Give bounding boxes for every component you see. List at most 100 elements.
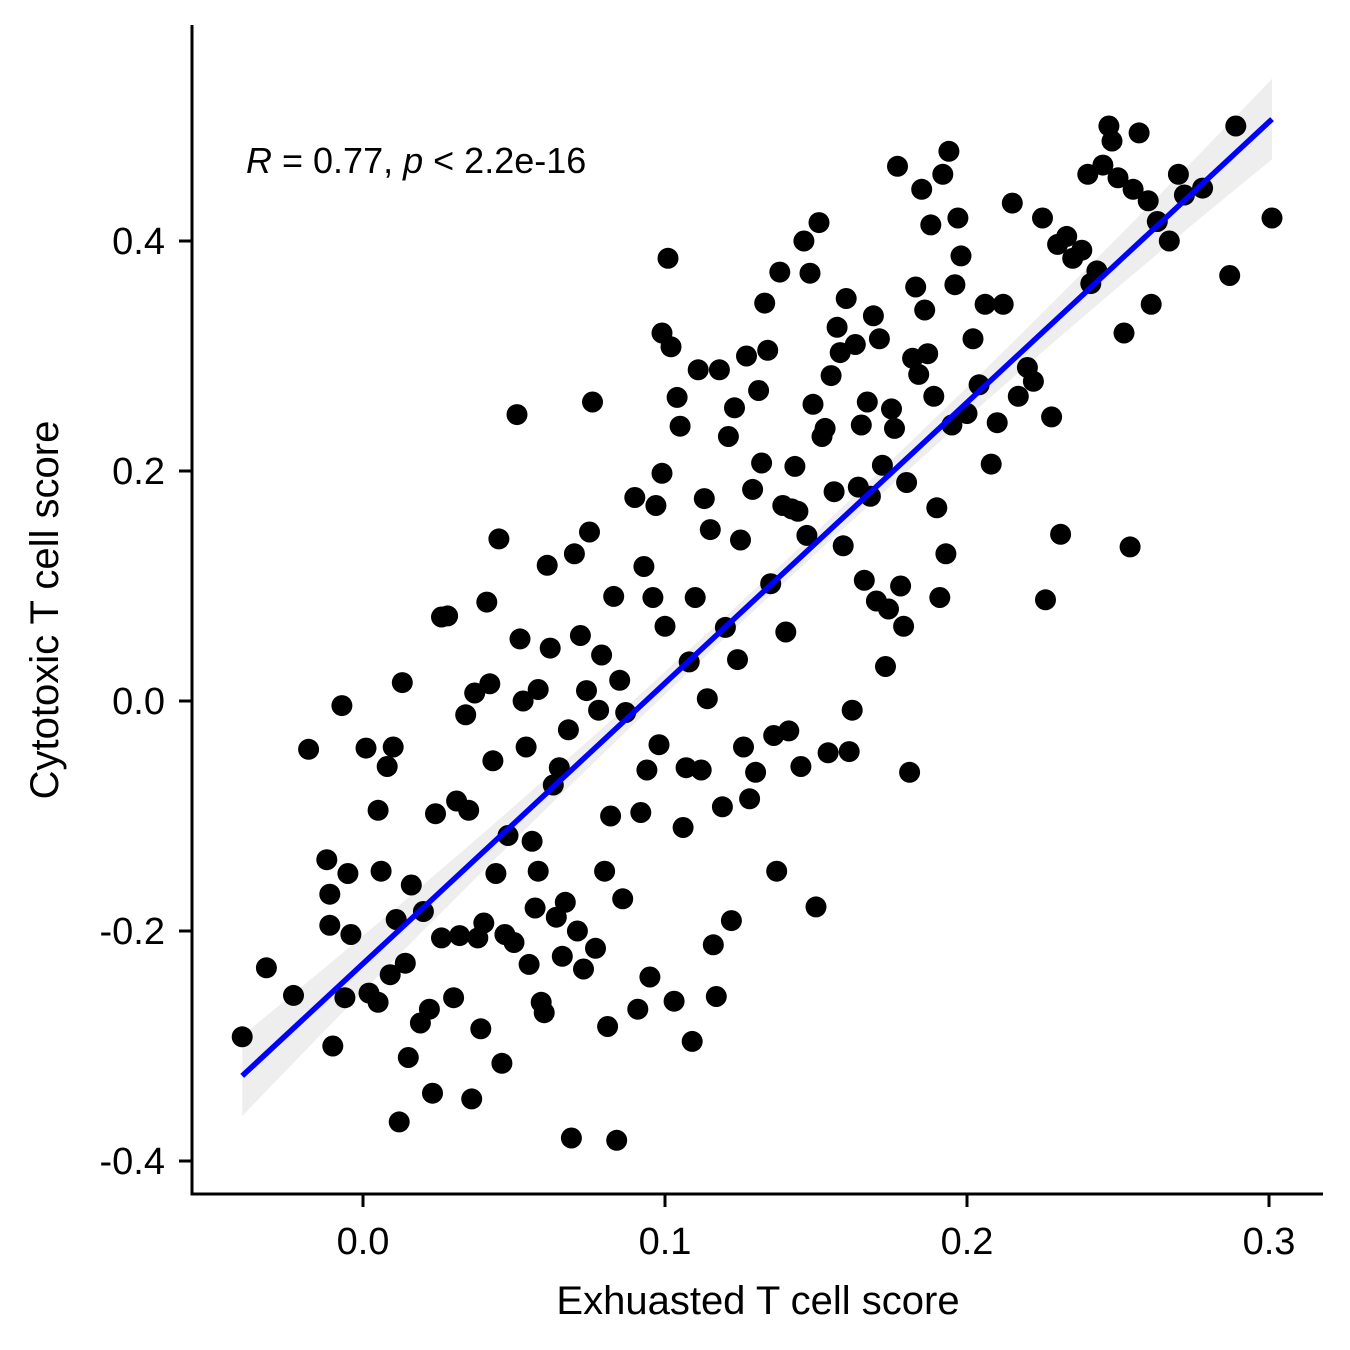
regression-line-group <box>240 117 1274 1078</box>
data-point <box>539 637 561 659</box>
data-point <box>850 414 872 436</box>
data-point <box>751 452 773 474</box>
data-point <box>745 761 767 783</box>
data-point <box>862 305 884 327</box>
data-point <box>911 178 933 200</box>
data-point <box>394 952 416 974</box>
data-point <box>1092 154 1114 176</box>
data-point <box>566 920 588 942</box>
data-point <box>527 679 549 700</box>
data-point <box>391 672 413 694</box>
data-point <box>231 1026 253 1048</box>
data-point <box>443 987 465 1009</box>
data-point <box>914 299 936 321</box>
data-point <box>1101 130 1123 152</box>
data-point <box>1050 523 1072 545</box>
data-point <box>905 276 927 298</box>
data-point <box>573 958 594 980</box>
data-point <box>476 591 498 613</box>
data-point <box>681 1030 703 1052</box>
data-point <box>992 293 1014 315</box>
data-point <box>736 345 757 367</box>
data-point <box>1056 225 1078 247</box>
x-axis-ticks: 0.0 0.1 0.2 0.3 <box>337 1194 1296 1263</box>
data-point <box>844 334 866 355</box>
data-point <box>814 417 836 439</box>
y-tick-label: 0.2 <box>112 451 165 493</box>
data-point <box>820 365 842 387</box>
data-point <box>319 914 341 936</box>
data-point <box>340 924 362 945</box>
data-point <box>748 380 770 401</box>
data-point <box>449 925 471 947</box>
data-point <box>509 628 531 650</box>
data-point <box>422 1082 443 1104</box>
data-point <box>400 874 422 896</box>
data-point <box>585 937 606 959</box>
data-point <box>397 1047 419 1068</box>
data-point <box>733 736 754 758</box>
y-axis-title: Cytotoxic T cell score <box>23 421 67 800</box>
data-point <box>1035 589 1056 611</box>
data-point <box>835 288 857 309</box>
data-point <box>1173 184 1195 206</box>
data-point <box>950 245 972 267</box>
data-point <box>838 741 860 763</box>
data-point <box>720 910 742 932</box>
data-point <box>606 1129 628 1151</box>
data-point <box>600 805 622 827</box>
data-point <box>1077 163 1099 185</box>
x-tick-label: 0.3 <box>1243 1221 1296 1263</box>
y-tick-label: -0.4 <box>100 1141 165 1183</box>
data-point <box>920 214 942 236</box>
data-point <box>1041 406 1063 428</box>
data-point <box>1192 177 1214 199</box>
data-point <box>639 966 661 988</box>
data-point <box>757 339 779 361</box>
data-point <box>1032 207 1053 229</box>
data-point <box>506 404 528 426</box>
data-point <box>431 927 452 949</box>
data-point <box>778 720 800 742</box>
data-point <box>817 742 839 764</box>
data-point <box>503 932 525 953</box>
data-point <box>609 669 631 691</box>
data-point <box>482 750 504 772</box>
data-point <box>1261 207 1283 229</box>
data-point <box>802 393 824 415</box>
data-point <box>298 738 320 760</box>
data-point <box>711 796 733 818</box>
data-point <box>319 883 341 905</box>
data-point <box>980 453 1002 475</box>
data-point <box>255 957 277 979</box>
data-point <box>769 261 791 283</box>
data-point <box>727 649 748 671</box>
data-point <box>536 554 558 576</box>
data-point <box>793 230 815 252</box>
data-point <box>388 1111 410 1133</box>
x-tick-label: 0.1 <box>639 1221 692 1263</box>
p-symbol: p <box>402 140 423 181</box>
data-point <box>693 488 715 510</box>
data-point <box>367 991 389 1013</box>
data-point <box>775 621 797 643</box>
data-point <box>334 987 356 1009</box>
data-point <box>856 391 878 413</box>
data-point <box>527 860 549 882</box>
data-point <box>896 472 918 493</box>
data-point <box>648 734 670 756</box>
data-point <box>1140 293 1162 315</box>
data-point <box>875 656 896 677</box>
data-point <box>437 605 459 627</box>
data-point <box>1167 163 1189 185</box>
data-point <box>557 719 579 741</box>
data-point <box>591 644 613 666</box>
data-point <box>379 964 401 986</box>
p-value: < 2.2e-16 <box>423 140 586 181</box>
data-point <box>1128 122 1150 144</box>
data-point <box>470 1018 492 1040</box>
data-point <box>512 690 534 712</box>
data-point <box>917 343 939 365</box>
data-point <box>1022 370 1044 392</box>
